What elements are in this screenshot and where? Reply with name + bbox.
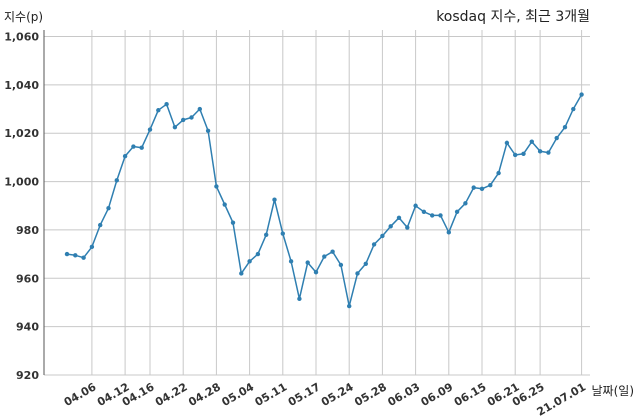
data-point — [89, 244, 95, 250]
data-point — [313, 270, 319, 275]
data-point — [264, 232, 269, 237]
data-point — [139, 145, 144, 150]
y-tick-label: 960 — [16, 272, 39, 285]
data-point — [305, 260, 310, 265]
chart-title: kosdaq 지수, 최근 3개월 — [436, 9, 590, 25]
x-tick-label: 06.03 — [385, 380, 422, 409]
data-point — [230, 220, 236, 225]
data-point — [297, 296, 302, 302]
data-point — [114, 178, 120, 183]
data-point — [454, 209, 460, 214]
data-point — [247, 259, 252, 264]
data-point — [438, 213, 443, 218]
data-point — [513, 152, 518, 158]
data-point — [288, 259, 294, 264]
data-point — [430, 213, 435, 218]
data-point — [98, 222, 103, 228]
data-point — [471, 185, 476, 190]
data-point — [537, 149, 543, 154]
data-point — [189, 115, 194, 120]
data-point — [479, 186, 485, 192]
x-axis-label: 날짜(일) — [591, 384, 634, 398]
data-point — [504, 140, 510, 146]
data-point — [355, 271, 360, 276]
x-tick-label: 04.22 — [153, 380, 190, 409]
data-point — [239, 271, 244, 276]
data-point — [197, 106, 202, 112]
data-series — [64, 92, 584, 309]
x-tick-label: 05.17 — [286, 380, 323, 409]
data-point — [338, 262, 344, 268]
data-point — [255, 251, 261, 257]
data-point — [164, 102, 169, 107]
data-point — [131, 144, 136, 149]
data-point — [280, 231, 285, 236]
data-point — [371, 242, 377, 247]
data-point — [272, 197, 277, 202]
y-tick-label: 920 — [16, 369, 39, 382]
y-tick-label: 1,040 — [4, 79, 39, 92]
data-point — [322, 254, 327, 259]
data-point — [405, 225, 410, 230]
data-point — [388, 224, 393, 229]
y-tick-label: 1,060 — [4, 31, 39, 44]
x-tick-label: 06.15 — [452, 380, 489, 409]
data-point — [488, 182, 493, 188]
data-point — [571, 106, 576, 112]
data-point — [205, 128, 211, 133]
data-point — [396, 215, 402, 221]
data-point — [147, 127, 153, 132]
data-point — [330, 249, 335, 254]
data-point — [446, 230, 451, 235]
data-point — [73, 253, 78, 258]
x-tick-label: 06.09 — [419, 380, 456, 409]
x-tick-labels: 04.0604.1204.1604.2204.2805.0405.1105.17… — [62, 380, 588, 418]
data-point — [421, 209, 427, 214]
data-point — [64, 251, 70, 257]
y-tick-label: 1,000 — [4, 176, 39, 189]
y-tick-label: 1,020 — [4, 127, 39, 140]
data-point — [554, 135, 559, 141]
x-tick-label: 04.06 — [62, 380, 99, 409]
data-point — [122, 153, 128, 159]
data-point — [363, 261, 368, 266]
data-point — [214, 184, 219, 189]
y-tick-label: 940 — [16, 321, 39, 334]
y-tick-labels: 920 940 960 980 1,000 1,020 1,040 1,060 — [4, 31, 39, 383]
data-point — [106, 205, 111, 211]
y-tick-label: 980 — [16, 224, 39, 237]
data-point — [579, 92, 584, 97]
data-point — [562, 124, 568, 130]
data-point — [156, 108, 161, 113]
y-axis-label: 지수(p) — [4, 10, 44, 24]
data-point — [347, 303, 352, 309]
data-point — [413, 203, 418, 208]
series-line — [66, 94, 583, 307]
x-tick-label: 05.28 — [352, 380, 389, 409]
data-point — [181, 117, 186, 123]
data-point — [521, 151, 526, 156]
x-tick-label: 05.04 — [219, 380, 256, 409]
grid-lines — [44, 30, 590, 376]
data-point — [172, 124, 178, 130]
x-tick-label: 05.11 — [253, 380, 290, 409]
data-point — [463, 201, 468, 206]
data-point — [222, 202, 227, 207]
data-point — [529, 139, 534, 144]
x-tick-label: 04.28 — [186, 380, 223, 409]
data-point — [380, 233, 385, 239]
data-point — [81, 255, 86, 260]
x-tick-label: 05.24 — [319, 380, 356, 409]
data-point — [496, 170, 501, 176]
data-point — [546, 150, 551, 155]
